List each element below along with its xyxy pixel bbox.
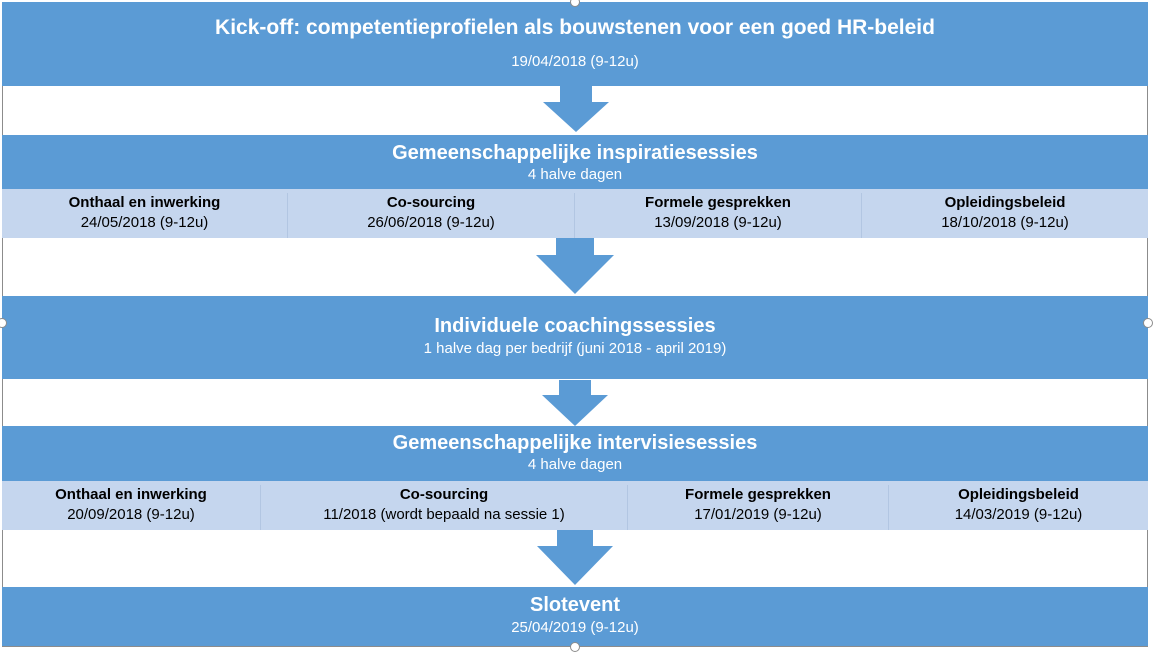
down-arrow-icon (536, 238, 614, 294)
session-date: 18/10/2018 (9-12u) (941, 214, 1069, 231)
inspiratie-sessions-row: Onthaal en inwerking 24/05/2018 (9-12u) … (2, 189, 1148, 238)
coaching-band: Individuele coachingssessies 1 halve dag… (2, 296, 1148, 379)
resize-handle[interactable] (570, 642, 580, 652)
kickoff-title: Kick-off: competentieprofielen als bouws… (215, 16, 935, 39)
kickoff-date: 19/04/2018 (9-12u) (511, 53, 639, 70)
session-label: Opleidingsbeleid (944, 194, 1066, 211)
intervisie-subtitle: 4 halve dagen (527, 456, 623, 473)
session-label: Co-sourcing (399, 486, 489, 503)
down-arrow-icon (537, 530, 613, 585)
session-date: 20/09/2018 (9-12u) (67, 506, 195, 523)
session-date: 26/06/2018 (9-12u) (367, 214, 495, 231)
resize-handle[interactable] (1143, 318, 1153, 328)
session-label: Onthaal en inwerking (55, 486, 207, 503)
session-cell: Opleidingsbeleid 14/03/2019 (9-12u) (889, 485, 1148, 530)
coaching-title: Individuele coachingssessies (434, 315, 716, 337)
kickoff-band: Kick-off: competentieprofielen als bouws… (2, 2, 1148, 86)
session-cell: Co-sourcing 11/2018 (wordt bepaald na se… (261, 485, 628, 530)
resize-handle[interactable] (0, 318, 7, 328)
session-label: Formele gesprekken (685, 486, 831, 503)
coaching-subtitle: 1 halve dag per bedrijf (juni 2018 - apr… (423, 340, 727, 357)
session-label: Onthaal en inwerking (68, 194, 221, 211)
session-date: 17/01/2019 (9-12u) (694, 506, 822, 523)
slotevent-title: Slotevent (529, 594, 621, 616)
intervisie-band: Gemeenschappelijke intervisiesessies 4 h… (2, 426, 1148, 481)
session-date: 14/03/2019 (9-12u) (954, 506, 1083, 523)
inspiratie-band: Gemeenschappelijke inspiratiesessies 4 h… (2, 135, 1148, 189)
session-cell: Co-sourcing 26/06/2018 (9-12u) (288, 193, 575, 238)
session-cell: Formele gesprekken 17/01/2019 (9-12u) (628, 485, 889, 530)
session-cell: Onthaal en inwerking 20/09/2018 (9-12u) (2, 485, 261, 530)
session-label: Co-sourcing (386, 194, 476, 211)
down-arrow-icon (542, 380, 608, 426)
session-label: Opleidingsbeleid (958, 486, 1079, 503)
session-label: Formele gesprekken (645, 194, 791, 211)
resize-handle[interactable] (570, 0, 580, 7)
intervisie-title: Gemeenschappelijke intervisiesessies (392, 432, 758, 454)
down-arrow-icon (543, 86, 609, 132)
session-cell: Onthaal en inwerking 24/05/2018 (9-12u) (2, 193, 288, 238)
session-cell: Opleidingsbeleid 18/10/2018 (9-12u) (862, 193, 1148, 238)
slotevent-band: Slotevent 25/04/2019 (9-12u) (2, 587, 1148, 646)
session-date: 11/2018 (wordt bepaald na sessie 1) (323, 506, 565, 523)
slotevent-date: 25/04/2019 (9-12u) (511, 619, 639, 636)
session-date: 24/05/2018 (9-12u) (80, 214, 209, 231)
inspiratie-title: Gemeenschappelijke inspiratiesessies (392, 142, 758, 164)
session-date: 13/09/2018 (9-12u) (654, 214, 782, 231)
intervisie-sessions-row: Onthaal en inwerking 20/09/2018 (9-12u) … (2, 481, 1148, 530)
session-cell: Formele gesprekken 13/09/2018 (9-12u) (575, 193, 862, 238)
inspiratie-subtitle: 4 halve dagen (527, 166, 623, 183)
